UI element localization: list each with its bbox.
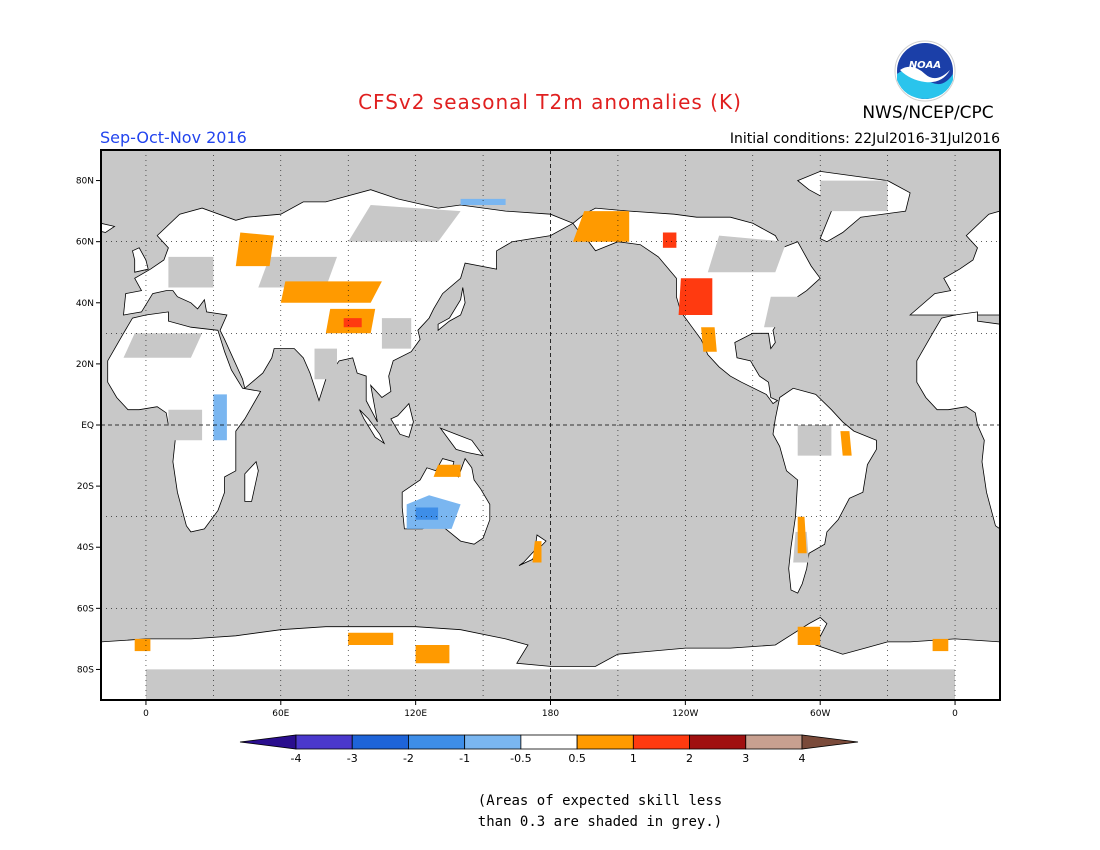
- colorbar-label-1: -3: [347, 752, 358, 765]
- lat-label-6: 40S: [77, 543, 94, 553]
- lat-label-2: 40N: [76, 299, 94, 309]
- colorbar-label-7: 2: [686, 752, 693, 765]
- lon-label-6: 0: [952, 709, 958, 719]
- anomaly-western-usa: [678, 278, 713, 315]
- agency-label: NWS/NCEP/CPC: [862, 103, 994, 123]
- lon-label-5: 60W: [810, 709, 830, 719]
- svg-text:NOAA: NOAA: [909, 60, 941, 71]
- landmass-japan: [437, 287, 466, 332]
- lat-label-5: 20S: [77, 482, 94, 492]
- colorbar-swatch-3: [408, 734, 466, 750]
- anomaly-australia-cold-core: [415, 507, 439, 520]
- lon-label-0: 0: [143, 709, 149, 719]
- anomaly-nz: [532, 541, 542, 563]
- anomaly-brazil: [840, 431, 852, 456]
- colorbar-swatch-6: [576, 734, 634, 750]
- colorbar-label-2: -2: [403, 752, 414, 765]
- lon-label-3: 180: [542, 709, 559, 719]
- low-skill-patch-amazon: [797, 425, 832, 456]
- colorbar-label-6: 1: [630, 752, 637, 765]
- lon-label-1: 60E: [272, 709, 289, 719]
- anomaly-arctic-cold: [460, 198, 506, 205]
- anomaly-east-africa-cold: [213, 394, 227, 441]
- anomaly-alaska: [573, 211, 630, 242]
- low-skill-patch-eastus: [764, 296, 803, 328]
- landmass-sumatra: [359, 409, 386, 445]
- lat-label-8: 80S: [77, 665, 94, 675]
- low-skill-patch-europe: [168, 256, 214, 288]
- landmass-uk: [132, 247, 149, 273]
- anomaly-ant-2: [415, 645, 450, 664]
- lat-label-3: 20N: [76, 360, 94, 370]
- footnote-line-2: than 0.3 are shaded in grey.): [477, 814, 723, 830]
- low-skill-patch-sahara: [123, 333, 203, 358]
- footnote-line-1: (Areas of expected skill less: [477, 793, 723, 809]
- colorbar-swatch-4: [464, 734, 522, 750]
- landmass-europe-wrap: [909, 210, 1000, 316]
- anomaly-mexico: [701, 327, 717, 352]
- landmass-madagascar: [244, 460, 259, 502]
- colorbar-label-9: 4: [799, 752, 806, 765]
- anomaly-n-australia: [433, 464, 461, 477]
- colorbar-swatch-7: [632, 734, 690, 750]
- footnote: (Areas of expected skill less than 0.3 a…: [420, 791, 780, 833]
- colorbar-swatch-2: [351, 734, 409, 750]
- anomaly-western-russia: [235, 232, 275, 267]
- low-skill-patch-india: [314, 348, 337, 380]
- colorbar-swatch-9: [745, 734, 803, 750]
- lat-label-1: 60N: [76, 238, 94, 248]
- colorbar-swatch-10: [801, 734, 859, 750]
- colorbar-swatch-1: [295, 734, 353, 750]
- map-title: CFSv2 seasonal T2m anomalies (K): [358, 90, 742, 114]
- anomaly-western-canada: [662, 232, 677, 248]
- lat-label-4: EQ: [81, 421, 94, 431]
- colorbar-label-0: -4: [291, 752, 302, 765]
- landmass-africa-wrap: [916, 311, 1000, 530]
- colorbar-swatch-8: [689, 734, 747, 750]
- anomaly-central-asia: [280, 281, 382, 303]
- lat-label-7: 60S: [77, 604, 94, 614]
- low-skill-patch-canada: [707, 235, 787, 273]
- anomaly-tibet-core: [343, 318, 362, 328]
- lat-label-0: 80N: [76, 177, 94, 187]
- lon-label-2: 120E: [404, 709, 427, 719]
- low-skill-patch-kazakh: [258, 256, 337, 288]
- lon-label-4: 120W: [672, 709, 698, 719]
- landmass-iceland: [101, 222, 116, 233]
- anomaly-ant-4: [932, 638, 949, 652]
- noaa-logo: NOAA: [894, 40, 956, 102]
- initial-conditions-label: Initial conditions: 22Jul2016-31Jul2016: [729, 131, 1000, 147]
- colorbar-label-5: 0.5: [568, 752, 586, 765]
- anomaly-argentina: [797, 516, 807, 554]
- anomaly-ant-3: [134, 638, 151, 652]
- landmass-borneo: [390, 402, 414, 438]
- low-skill-patch-greenland: [820, 180, 888, 212]
- anomaly-ant-5: [797, 626, 821, 645]
- colorbar-label-3: -1: [459, 752, 470, 765]
- colorbar: -4 -3 -2 -1 -0.5 0.5 1 2 3 4: [239, 734, 859, 765]
- colorbar-label-4: -0.5: [510, 752, 531, 765]
- low-skill-patch-siberia: [348, 205, 461, 242]
- colorbar-label-8: 3: [742, 752, 749, 765]
- colorbar-swatch-5: [520, 734, 578, 750]
- season-label: Sep-Oct-Nov 2016: [100, 128, 247, 147]
- colorbar-swatch-0: [239, 734, 297, 750]
- anomaly-ant-1: [348, 632, 394, 645]
